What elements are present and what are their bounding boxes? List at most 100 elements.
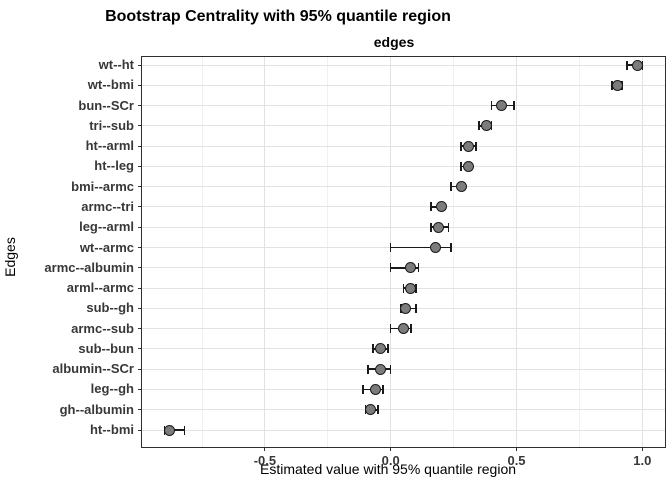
y-tick-mark: [138, 165, 142, 167]
y-tick-mark: [138, 348, 142, 350]
error-bar-cap: [362, 384, 364, 394]
gridline-vertical-minor: [453, 57, 455, 447]
y-tick-label: tri--sub: [89, 117, 134, 133]
gridline-vertical-minor: [201, 57, 203, 447]
y-tick-label: wt--bmi: [87, 77, 134, 93]
y-tick-label: gh--albumin: [59, 401, 134, 417]
y-tick-label: ht--leg: [94, 158, 134, 174]
y-tick-label: armc--tri: [81, 198, 134, 214]
error-bar-cap: [415, 303, 417, 313]
data-point: [611, 79, 623, 91]
error-bar-cap: [513, 101, 515, 111]
x-tick-label: 1.0: [633, 453, 652, 468]
row-gridline: [142, 206, 666, 208]
error-bar-cap: [387, 344, 389, 354]
error-bar-cap: [389, 263, 392, 273]
error-bar-cap: [183, 425, 186, 435]
gridline-vertical-minor: [327, 57, 329, 447]
error-bar-cap: [430, 202, 432, 212]
y-tick-mark: [138, 105, 142, 107]
y-tick-label: arml--armc: [66, 280, 134, 296]
data-point: [375, 343, 387, 355]
gridline-vertical-major: [516, 57, 517, 447]
x-tick-label: 0.0: [381, 453, 400, 468]
y-tick-label: leg--arml: [79, 219, 134, 235]
row-gridline: [142, 105, 666, 107]
y-tick-mark: [138, 429, 142, 431]
error-bar-cap: [490, 101, 493, 111]
error-bar-cap: [626, 60, 628, 70]
error-bar-cap: [475, 141, 477, 151]
error-bar-cap: [450, 182, 452, 192]
row-gridline: [142, 226, 666, 228]
error-bar-cap: [382, 384, 384, 394]
y-tick-mark: [138, 307, 142, 309]
row-gridline: [142, 368, 666, 370]
y-tick-mark: [138, 388, 142, 390]
data-point: [430, 242, 442, 254]
row-gridline: [142, 348, 666, 350]
data-point: [163, 424, 175, 436]
error-bar-cap: [389, 324, 392, 334]
error-bar-cap: [402, 283, 405, 293]
error-bar-cap: [377, 405, 379, 415]
error-bar-cap: [460, 161, 462, 171]
error-bar-cap: [478, 121, 480, 131]
data-point: [433, 221, 444, 233]
y-tick-label: sub--gh: [86, 300, 134, 316]
y-tick-mark: [138, 206, 142, 208]
y-tick-label: bmi--armc: [71, 178, 134, 194]
y-tick-label: leg--gh: [90, 381, 134, 397]
x-tick-label: 0.5: [507, 453, 526, 468]
y-tick-mark: [138, 226, 142, 228]
data-point: [375, 363, 387, 375]
data-point: [463, 160, 475, 172]
error-bar: [390, 246, 452, 249]
row-gridline: [142, 84, 666, 86]
x-tick-mark: [516, 447, 517, 451]
y-tick-mark: [138, 125, 142, 127]
y-tick-mark: [138, 287, 142, 289]
y-tick-mark: [138, 409, 142, 411]
x-tick-mark: [264, 447, 266, 451]
row-gridline: [142, 165, 666, 167]
row-gridline: [142, 186, 666, 188]
y-tick-label: ht--arml: [85, 138, 134, 154]
y-tick-mark: [138, 328, 142, 330]
error-bar-cap: [430, 222, 432, 232]
row-gridline: [142, 429, 666, 431]
error-bar-cap: [389, 364, 392, 374]
y-tick-mark: [138, 145, 142, 147]
data-point: [405, 262, 417, 274]
y-tick-label: armc--albumin: [44, 259, 134, 275]
error-bar-cap: [410, 324, 412, 334]
data-point: [435, 201, 447, 213]
y-tick-mark: [138, 368, 142, 370]
gridline-vertical-major: [641, 57, 643, 447]
row-gridline: [142, 409, 666, 411]
y-tick-mark: [138, 186, 142, 188]
y-tick-label: armc--sub: [71, 320, 134, 336]
x-tick-mark: [390, 447, 392, 451]
y-tick-label: sub--bun: [78, 340, 134, 356]
y-tick-mark: [138, 64, 142, 66]
facet-label: edges: [373, 34, 415, 50]
y-tick-label: bun--SCr: [78, 97, 134, 113]
data-point: [400, 302, 412, 314]
x-axis-title: Estimated value with 95% quantile region: [259, 461, 517, 477]
data-point: [370, 383, 382, 395]
y-tick-mark: [138, 84, 142, 86]
error-bar-cap: [450, 243, 452, 253]
y-tick-label: wt--armc: [79, 239, 134, 255]
y-tick-label: wt--ht: [98, 57, 134, 72]
y-tick-label: albumin--SCr: [52, 361, 134, 377]
data-point: [455, 181, 467, 193]
data-point: [397, 323, 409, 335]
chart-title: Bootstrap Centrality with 95% quantile r…: [105, 8, 451, 25]
error-bar-cap: [417, 263, 420, 273]
y-tick-mark: [138, 247, 142, 249]
data-point: [463, 140, 475, 152]
data-point: [405, 282, 417, 294]
data-point: [631, 59, 643, 71]
